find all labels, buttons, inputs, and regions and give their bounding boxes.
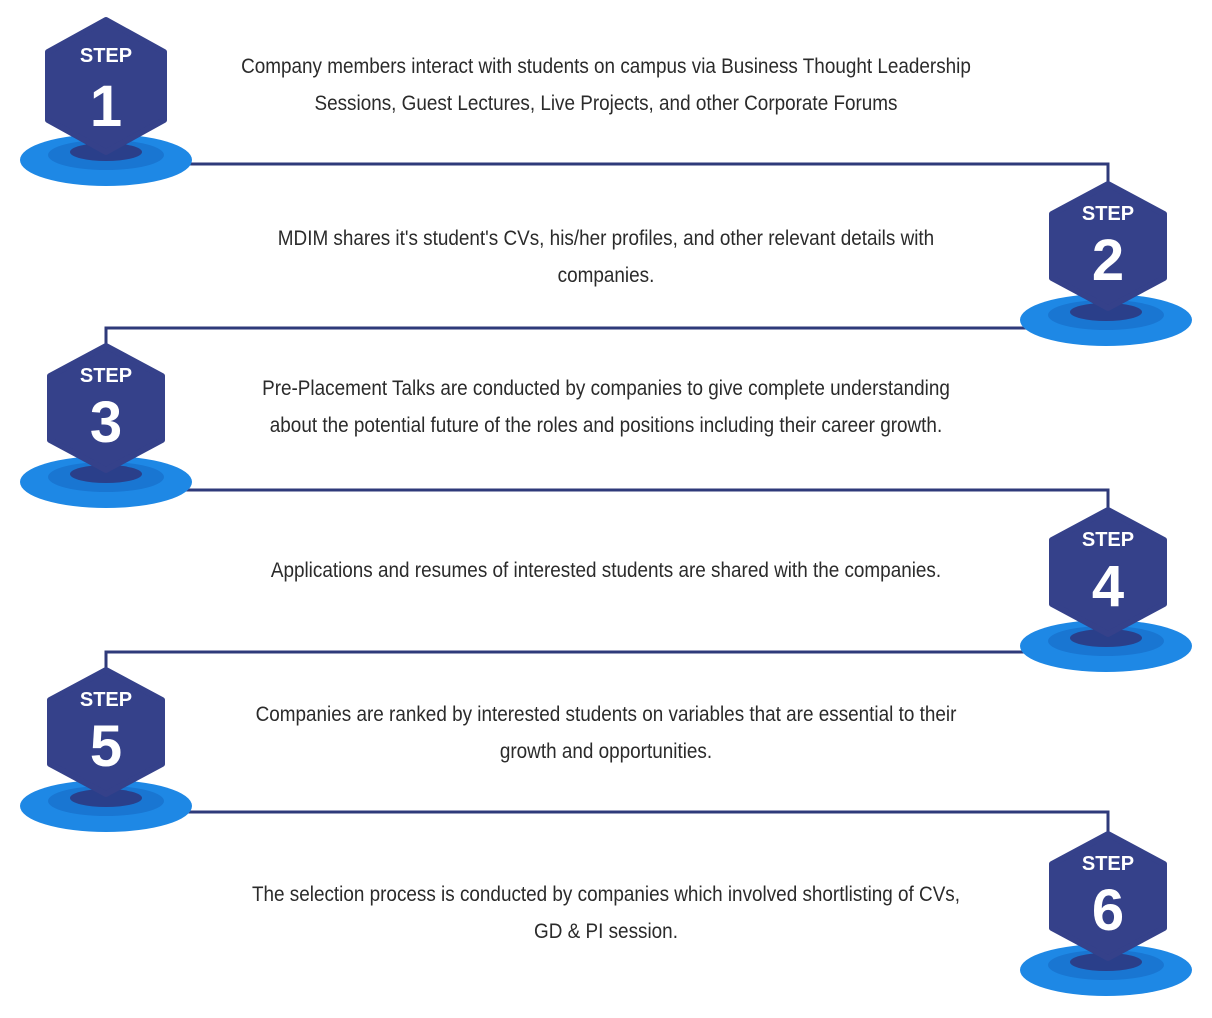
step-4-badge: STEP 4 [1018,496,1198,686]
step-4-label: STEP [1082,529,1134,551]
step-1-badge: STEP 1 [16,8,196,198]
step-6-label: STEP [1082,853,1134,875]
step-6-hexagon-icon [1049,831,1167,961]
step-6-number: 6 [1092,878,1124,943]
step-2-text-line-2: companies. [557,264,655,287]
step-5-number: 5 [90,714,122,779]
step-1-number: 1 [90,74,122,139]
step-2-badge: STEP 2 [1018,170,1198,360]
step-3-description: Pre-Placement Talks are conducted by com… [223,370,990,444]
step-3-text-line-2: about the potential future of the roles … [269,414,943,437]
step-1-description: Company members interact with students o… [223,48,990,122]
step-6-pool-inner [1070,953,1142,971]
step-3-text-line-1: Pre-Placement Talks are conducted by com… [262,377,950,400]
step-5-text-line-1: Companies are ranked by interested stude… [255,703,957,726]
connector-1-2 [182,162,1110,184]
step-4-number: 4 [1092,554,1124,619]
step-1-hexagon-icon [45,17,167,155]
step-2-number: 2 [1092,228,1124,293]
step-3-hexagon-icon [47,343,165,473]
step-6-text-line-2: GD & PI session. [534,920,678,943]
step-2-text-line-1: MDIM shares it's student's CVs, his/her … [277,227,935,250]
step-5-pool-inner [70,789,142,807]
step-4-hexagon-icon [1049,507,1167,637]
step-4-text-line-1: Applications and resumes of interested s… [270,559,942,582]
connector-3-4 [182,488,1110,510]
step-3-number: 3 [90,390,122,455]
step-2-hexagon-icon [1049,181,1167,311]
step-1-text-line-2: Sessions, Guest Lectures, Live Projects,… [314,92,898,115]
step-3-label: STEP [80,365,132,387]
step-6-description: The selection process is conducted by co… [223,876,990,950]
step-3-badge: STEP 3 [16,332,196,522]
step-2-label: STEP [1082,203,1134,225]
connector-4-5 [104,650,1030,670]
step-5-description: Companies are ranked by interested stude… [223,696,990,770]
step-4-description: Applications and resumes of interested s… [223,552,990,589]
step-1-label: STEP [80,45,132,67]
step-6-badge: STEP 6 [1018,820,1198,1010]
step-1-text-line-1: Company members interact with students o… [241,55,971,78]
step-6-text-line-1: The selection process is conducted by co… [251,883,961,906]
step-4-pool-inner [1070,629,1142,647]
step-5-badge: STEP 5 [16,656,196,846]
connector-5-6 [182,810,1110,835]
step-2-pool-inner [1070,303,1142,321]
step-5-hexagon-icon [47,667,165,797]
step-5-label: STEP [80,689,132,711]
step-2-description: MDIM shares it's student's CVs, his/her … [241,220,972,294]
step-5-text-line-2: growth and opportunities. [499,740,713,763]
connector-2-3 [104,326,1030,345]
step-3-pool-inner [70,465,142,483]
